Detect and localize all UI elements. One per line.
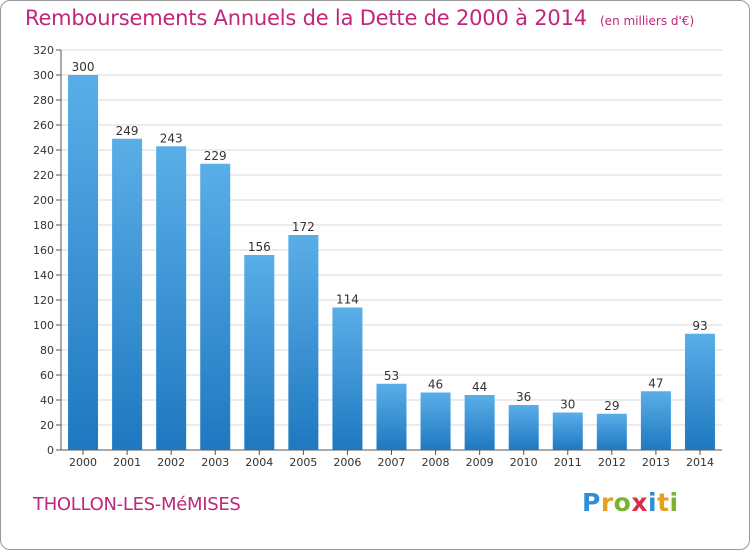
bar-2010	[508, 405, 539, 450]
x-tick-label-2003: 2003	[201, 456, 229, 469]
bar-2006	[332, 307, 363, 450]
bar-2009	[464, 395, 495, 450]
x-tick-label-2006: 2006	[333, 456, 361, 469]
x-tick-label-2010: 2010	[510, 456, 538, 469]
y-tick-label: 140	[33, 269, 54, 282]
x-tick-label-2001: 2001	[113, 456, 141, 469]
bar-2008	[420, 392, 451, 450]
y-tick-label: 280	[33, 94, 54, 107]
bars	[68, 75, 715, 450]
bar-2002	[156, 146, 187, 450]
y-tick-label: 200	[33, 194, 54, 207]
bar-2005	[288, 235, 319, 450]
bar-2011	[552, 412, 583, 450]
data-label-2014: 93	[692, 319, 707, 333]
x-tick-label-2012: 2012	[598, 456, 626, 469]
y-tick-label: 260	[33, 119, 54, 132]
x-tick-label-2007: 2007	[378, 456, 406, 469]
data-label-2006: 114	[336, 293, 359, 307]
y-tick-label: 120	[33, 294, 54, 307]
y-tick-labels: 0 20 40 60 80 100 120 140 160 180 200 220 240 260 280 3…	[33, 44, 54, 457]
y-tick-label: 60	[40, 369, 54, 382]
city-name: THOLLON-LES-MéMISES	[33, 494, 241, 515]
data-label-2000: 300	[72, 60, 95, 74]
y-tick-label: 80	[40, 344, 54, 357]
proxiti-logo: Proxiti	[582, 488, 679, 517]
data-label-2012: 29	[604, 399, 619, 413]
data-label-2002: 243	[160, 131, 183, 145]
data-label-2011: 30	[560, 398, 575, 412]
data-label-2004: 156	[248, 240, 271, 254]
bar-2003	[200, 163, 231, 450]
bar-2013	[640, 391, 671, 450]
bar-2004	[244, 255, 275, 450]
y-tick-label: 20	[40, 419, 54, 432]
x-tick-labels: 2000 2001 2002 2003 2004 2005 2006 2007 2008 2009…	[69, 456, 714, 469]
data-label-2010: 36	[516, 390, 531, 404]
y-tick-label: 220	[33, 169, 54, 182]
data-label-2001: 249	[116, 124, 139, 138]
x-tick-label-2004: 2004	[245, 456, 273, 469]
chart-title: Remboursements Annuels de la Dette de 20…	[25, 6, 587, 30]
y-tick-label: 240	[33, 144, 54, 157]
data-label-2007: 53	[384, 369, 399, 383]
data-label-2013: 47	[648, 376, 663, 390]
bar-2012	[596, 413, 627, 450]
x-tick-label-2013: 2013	[642, 456, 670, 469]
x-tick-label-2002: 2002	[157, 456, 185, 469]
bar-2007	[376, 383, 407, 450]
x-tick-label-2009: 2009	[466, 456, 494, 469]
y-tick-label: 160	[33, 244, 54, 257]
chart-header: Remboursements Annuels de la Dette de 20…	[25, 6, 694, 30]
y-tick-label: 0	[47, 444, 54, 457]
y-tick-label: 100	[33, 319, 54, 332]
y-tick-label: 40	[40, 394, 54, 407]
x-tick-label-2011: 2011	[554, 456, 582, 469]
data-label-2008: 46	[428, 378, 443, 392]
bar-2000	[68, 75, 99, 450]
x-tick-label-2014: 2014	[686, 456, 714, 469]
data-label-2009: 44	[472, 380, 487, 394]
bar-2001	[112, 138, 143, 450]
y-tick-label: 300	[33, 69, 54, 82]
x-tick-label-2000: 2000	[69, 456, 97, 469]
data-label-2005: 172	[292, 220, 315, 234]
y-tick-label: 320	[33, 44, 54, 57]
data-labels: 300 249 243 229 156 172 114 53 46 44 36 30 29 47 93	[72, 60, 708, 413]
bar-2014	[684, 333, 715, 450]
x-tick-label-2008: 2008	[422, 456, 450, 469]
y-tick-label: 180	[33, 219, 54, 232]
x-tick-label-2005: 2005	[289, 456, 317, 469]
chart-unit: (en milliers d'€)	[600, 14, 695, 28]
data-label-2003: 229	[204, 149, 227, 163]
